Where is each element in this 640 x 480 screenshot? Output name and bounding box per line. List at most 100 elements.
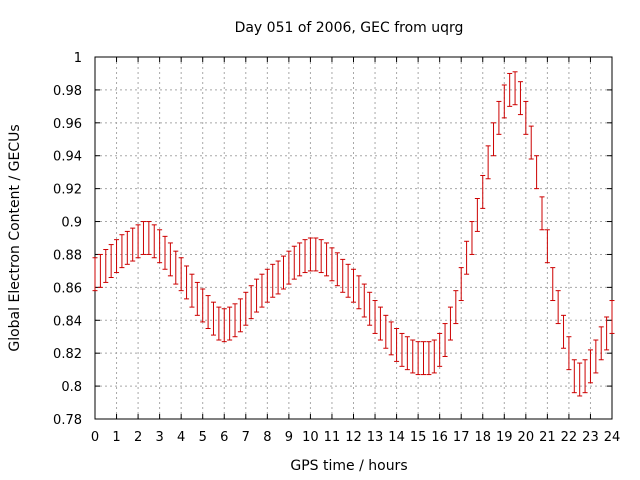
error-bar-point	[539, 196, 545, 231]
y-tick-label: 0.82	[53, 347, 82, 362]
error-bar-point	[232, 303, 238, 338]
x-tick-label: 2	[134, 430, 142, 445]
error-bar-point	[345, 263, 351, 298]
error-bar-point	[587, 349, 593, 384]
x-tick-label: 11	[324, 430, 341, 445]
x-tick-label: 14	[388, 430, 405, 445]
data-points	[92, 71, 615, 397]
error-bar-point	[97, 253, 103, 288]
error-bar-point	[130, 227, 136, 262]
error-bar-point	[184, 265, 190, 300]
x-tick-label: 17	[453, 430, 470, 445]
error-bar-point	[512, 71, 518, 106]
error-bar-point	[119, 234, 125, 269]
error-bar-point	[534, 155, 540, 190]
x-tick-label: 23	[582, 430, 599, 445]
error-bar-point	[351, 268, 356, 303]
error-bar-point	[286, 250, 292, 285]
error-bar-point	[291, 245, 297, 280]
y-tick-label: 0.98	[53, 84, 82, 99]
error-bar-point	[178, 257, 184, 292]
chart-title: Day 051 of 2006, GEC from uqrg	[235, 20, 464, 36]
x-tick-label: 4	[177, 430, 185, 445]
error-bar-point	[361, 283, 367, 318]
error-bar-point	[372, 300, 378, 334]
error-bar-point	[507, 72, 513, 107]
error-bar-point	[426, 341, 432, 376]
x-tick-label: 15	[410, 430, 427, 445]
error-bar-point	[200, 288, 206, 323]
error-bar-point	[356, 275, 362, 310]
x-tick-label: 12	[345, 430, 362, 445]
error-bar-point	[394, 328, 400, 362]
x-tick-label: 22	[561, 430, 578, 445]
axis-ticks: 0 1 2 3 4 5 6 7 8 9 10 11 12 13 14 15 16 17 18 19 20 21 22 23 24…	[53, 51, 620, 445]
error-bar-point	[415, 341, 421, 376]
y-tick-label: 0.84	[53, 314, 82, 329]
error-bar-point	[517, 81, 523, 116]
error-bar-point	[544, 229, 550, 264]
error-bar-point	[340, 258, 346, 293]
x-tick-label: 24	[604, 430, 621, 445]
error-bar-point	[458, 267, 464, 302]
error-bar-point	[453, 290, 459, 325]
error-bar-point	[324, 242, 330, 277]
error-bar-point	[474, 198, 480, 232]
error-bar-point	[114, 239, 120, 274]
x-tick-label: 10	[302, 430, 319, 445]
x-tick-label: 19	[496, 430, 513, 445]
grid	[95, 57, 612, 419]
x-tick-label: 3	[155, 430, 163, 445]
error-bar-point	[194, 281, 200, 316]
error-bar-point	[297, 242, 303, 277]
y-axis-title: Global Electron Content / GECUs	[7, 124, 23, 351]
error-bar-point	[550, 267, 556, 302]
error-bar-point	[108, 244, 114, 278]
error-bar-point	[124, 230, 130, 265]
error-bar-point	[275, 260, 281, 295]
error-bar-point	[367, 291, 373, 326]
error-bar-point	[464, 240, 470, 275]
error-bar-point	[140, 221, 146, 255]
error-bar-point	[135, 224, 141, 259]
error-bar-point	[561, 314, 567, 349]
error-bar-point	[377, 306, 383, 341]
y-tick-label: 0.88	[53, 248, 82, 263]
error-bar-point	[329, 247, 335, 282]
error-bar-point	[485, 145, 491, 180]
x-tick-label: 0	[91, 430, 99, 445]
error-bar-point	[146, 221, 152, 255]
error-bar-point	[609, 300, 615, 334]
error-bar-point	[151, 224, 157, 259]
error-bar-point	[410, 339, 416, 374]
error-bar-point	[388, 321, 394, 356]
error-bar-point	[103, 249, 109, 283]
error-bar-point	[216, 306, 222, 341]
error-bar-point	[162, 235, 168, 270]
error-bar-point	[577, 362, 583, 397]
error-bar-point	[421, 341, 427, 376]
x-tick-label: 18	[474, 430, 491, 445]
y-tick-label: 1	[74, 51, 82, 66]
error-bar-point	[528, 125, 534, 160]
error-bar-point	[442, 323, 448, 357]
error-bar-point	[270, 263, 276, 298]
x-tick-label: 1	[112, 430, 120, 445]
x-tick-label: 7	[242, 430, 250, 445]
error-bar-point	[480, 174, 486, 209]
error-bar-point	[491, 122, 497, 157]
x-tick-label: 20	[518, 430, 535, 445]
error-bar-point	[189, 273, 195, 308]
error-bar-point	[571, 359, 577, 394]
error-bar-point	[383, 314, 389, 349]
y-tick-label: 0.78	[53, 413, 82, 428]
y-tick-label: 0.96	[53, 117, 82, 132]
error-bar-point	[173, 250, 179, 285]
error-bar-point	[582, 359, 588, 394]
x-tick-label: 9	[285, 430, 293, 445]
error-bar-point	[227, 306, 233, 341]
y-tick-label: 0.9	[61, 216, 82, 231]
error-bar-point	[604, 316, 610, 351]
error-bar-point	[313, 237, 319, 272]
error-bar-point	[307, 237, 313, 272]
